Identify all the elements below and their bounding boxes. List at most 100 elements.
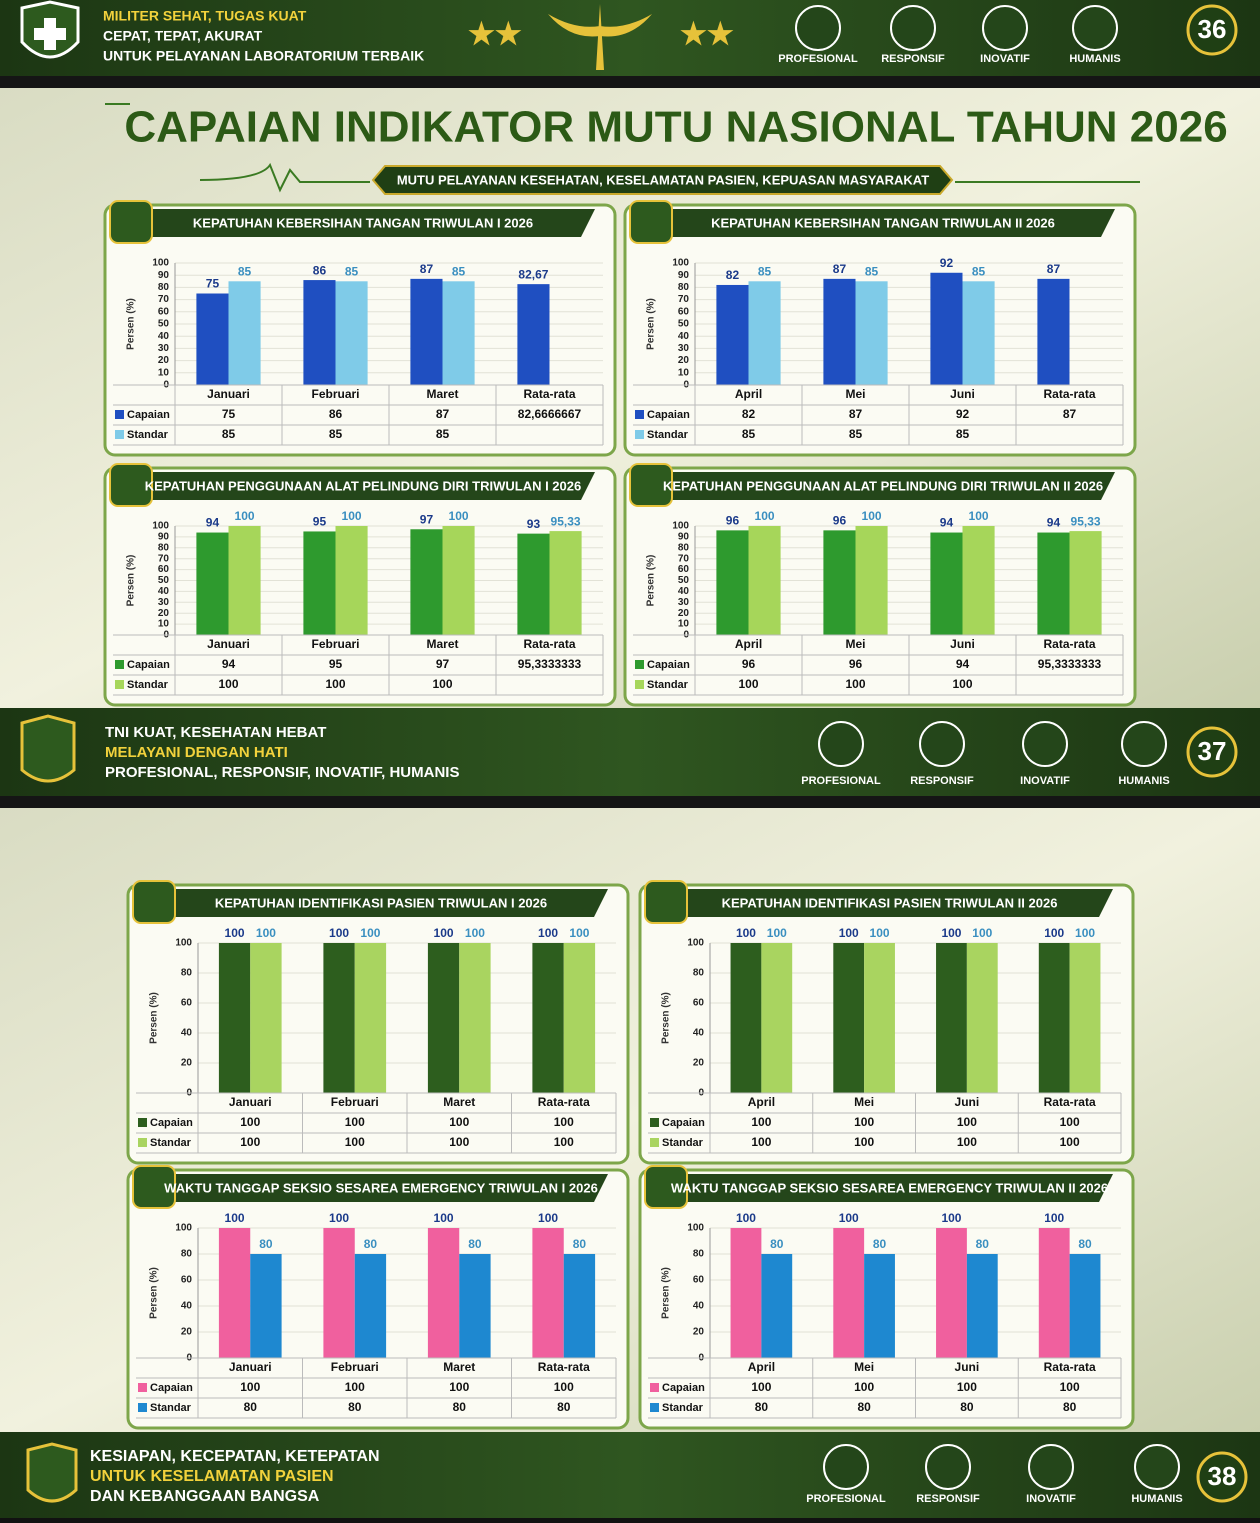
title-icon [109, 463, 153, 507]
bar [761, 943, 793, 1093]
value-label: 87 [833, 262, 847, 276]
value-label: 100 [839, 926, 859, 940]
table-cell: 80 [960, 1400, 974, 1414]
table-cell: 100 [449, 1135, 469, 1149]
y-tick-label: 80 [693, 1249, 705, 1260]
header-line: MILITER SEHAT, TUGAS KUAT [103, 8, 307, 24]
y-tick-label: 20 [181, 1327, 193, 1338]
x-tick-label: Januari [207, 637, 250, 651]
table-cell: 94 [956, 657, 970, 671]
y-tick-label: 40 [158, 586, 170, 597]
y-tick-label: 40 [693, 1028, 705, 1039]
table-cell: 100 [240, 1115, 260, 1129]
y-tick-label: 90 [158, 532, 170, 543]
bar [354, 1254, 387, 1358]
legend-label: Capaian [662, 1382, 705, 1394]
title-icon [644, 880, 688, 924]
bar [823, 530, 856, 635]
value-label: 100 [329, 926, 349, 940]
x-tick-label: Maret [443, 1360, 475, 1374]
chart-title: KEPATUHAN KEBERSIHAN TANGAN TRIWULAN I 2… [193, 215, 533, 230]
y-axis-title: Persen (%) [149, 1267, 160, 1319]
value-icon [1028, 1444, 1074, 1490]
legend-label: Capaian [647, 409, 690, 421]
y-axis-title: Persen (%) [646, 555, 657, 607]
emblem [548, 4, 652, 70]
y-tick-label: 80 [678, 542, 690, 553]
legend-swatch [650, 1383, 659, 1392]
value-label: HUMANIS [1118, 775, 1169, 787]
y-tick-label: 30 [158, 343, 170, 354]
value-label: 82,67 [518, 267, 548, 281]
value-label: 100 [767, 926, 787, 940]
y-tick-label: 100 [687, 1223, 704, 1234]
table-cell: 100 [957, 1135, 977, 1149]
legend-label: Standar [127, 429, 169, 441]
x-tick-label: Juni [955, 1095, 980, 1109]
y-tick-label: 40 [181, 1028, 193, 1039]
value-label: 100 [736, 1211, 756, 1225]
x-tick-label: Maret [426, 387, 458, 401]
value-icon [982, 5, 1028, 51]
title-icon [629, 463, 673, 507]
bar [532, 943, 564, 1093]
footer-line: PROFESIONAL, RESPONSIF, INOVATIF, HUMANI… [105, 764, 459, 781]
page-number: 37 [1198, 736, 1227, 766]
x-tick-label: Mei [845, 637, 865, 651]
y-tick-label: 20 [678, 355, 690, 366]
x-tick-label: April [748, 1095, 775, 1109]
x-tick-label: Maret [426, 637, 458, 651]
table-cell: 100 [854, 1380, 874, 1394]
bar [962, 281, 995, 385]
bar [1069, 531, 1102, 635]
y-tick-label: 40 [678, 586, 690, 597]
y-tick-label: 100 [672, 521, 689, 532]
chart-title: WAKTU TANGGAP SEKSIO SESAREA EMERGENCY T… [164, 1180, 598, 1195]
table-cell: 85 [222, 427, 236, 441]
bar [1037, 278, 1070, 385]
table-cell: 100 [432, 677, 452, 691]
bar [761, 1254, 793, 1358]
bar [833, 1228, 865, 1358]
y-tick-label: 80 [158, 542, 170, 553]
y-tick-label: 60 [158, 564, 170, 575]
y-tick-label: 100 [672, 258, 689, 269]
table-cell: 100 [554, 1135, 574, 1149]
table-cell: 100 [957, 1380, 977, 1394]
bar [459, 943, 491, 1093]
table-cell: 100 [952, 677, 972, 691]
value-label: 100 [538, 1211, 558, 1225]
table-cell: 100 [1060, 1115, 1080, 1129]
bar [427, 943, 460, 1093]
value-label: INOVATIF [1026, 1493, 1076, 1505]
table-cell: 100 [751, 1135, 771, 1149]
bar [730, 943, 762, 1093]
table-cell: 80 [453, 1400, 467, 1414]
table-cell: 87 [849, 407, 863, 421]
y-tick-label: 20 [693, 1327, 705, 1338]
bar [335, 281, 368, 385]
legend-label: Standar [150, 1137, 192, 1149]
x-tick-label: April [735, 387, 762, 401]
value-label: 100 [449, 509, 469, 523]
value-label: 100 [972, 926, 992, 940]
value-label: 87 [420, 262, 434, 276]
title-banner [135, 209, 595, 237]
bar [517, 533, 550, 635]
cross [34, 18, 66, 50]
table-cell: 100 [554, 1115, 574, 1129]
bar [442, 526, 475, 635]
legend-swatch [138, 1138, 147, 1147]
bar [1069, 1254, 1101, 1358]
y-tick-label: 80 [678, 282, 690, 293]
chart-title: WAKTU TANGGAP SEKSIO SESAREA EMERGENCY T… [671, 1180, 1108, 1195]
x-tick-label: Rata-rata [523, 387, 575, 401]
bar [716, 284, 749, 385]
y-tick-label: 20 [181, 1058, 193, 1069]
table-cell: 92 [956, 407, 970, 421]
table-cell: 100 [449, 1380, 469, 1394]
legend-label: Standar [647, 679, 689, 691]
legend-swatch [115, 660, 124, 669]
y-tick-label: 60 [678, 564, 690, 575]
